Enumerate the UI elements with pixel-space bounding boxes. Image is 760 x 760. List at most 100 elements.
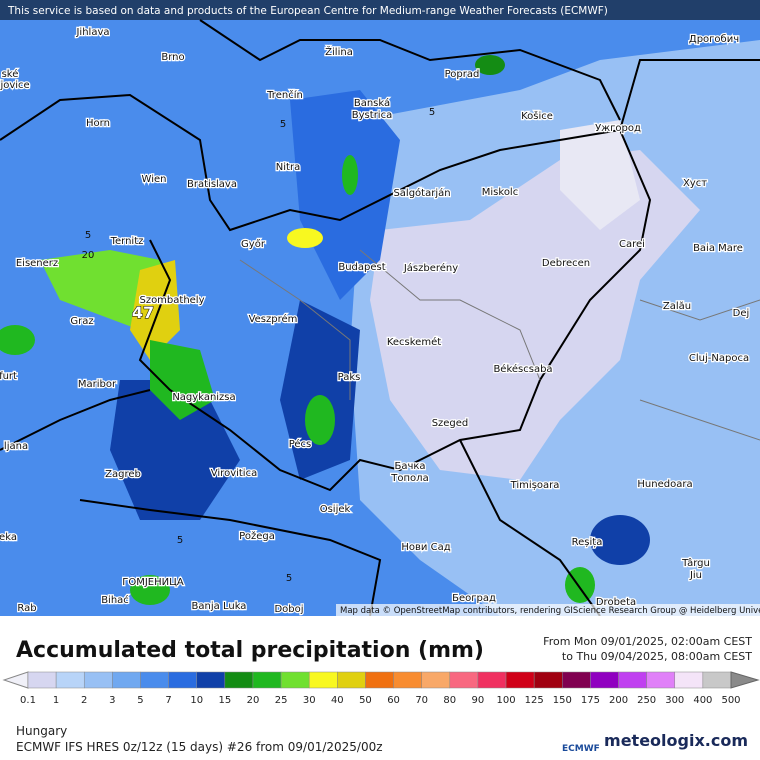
precip-yellow — [287, 228, 323, 248]
legend-label: 200 — [609, 695, 628, 706]
city-label: Jihlava — [75, 27, 109, 38]
regional-borders — [239, 249, 760, 441]
legend-swatch — [562, 671, 591, 689]
city-label: Doboj — [274, 604, 303, 615]
city-label: Horn — [86, 118, 110, 129]
contour-label: 5 — [280, 119, 286, 130]
city-label: ljana — [4, 441, 28, 452]
city-label: Hunedoara — [637, 479, 692, 490]
legend-label: 30 — [303, 695, 316, 706]
legend-swatch — [280, 671, 310, 689]
contour-label: 5 — [85, 230, 91, 241]
precip-dark — [590, 515, 650, 565]
city-label: Szeged — [432, 418, 469, 429]
legend-swatch — [252, 671, 282, 689]
precip-dark — [280, 300, 360, 480]
city-label: Veszprém — [249, 313, 298, 325]
legend-label: 70 — [415, 695, 428, 706]
city-label: Győr — [241, 238, 266, 250]
city-label: Békéscsaba — [493, 363, 552, 375]
contour-label: 5 — [429, 107, 435, 118]
city-label: Reșița — [572, 537, 603, 548]
legend-swatch — [196, 671, 226, 689]
legend-label: 7 — [165, 695, 171, 706]
city-label: Szombathely — [139, 295, 204, 306]
city-label: Zalău — [663, 301, 691, 312]
legend-swatch — [140, 671, 169, 689]
city-label: Maribor — [78, 379, 117, 390]
city-label: Jászberény — [403, 262, 458, 274]
city-label: Хуст — [683, 178, 707, 189]
city-label: eka — [0, 532, 17, 543]
city-label: Virovitica — [211, 468, 257, 479]
city-label: Rab — [17, 603, 36, 614]
city-label: ГОМЈЕНИЦА — [122, 577, 184, 588]
precip-mid — [290, 90, 400, 300]
legend: 0.1 1 2 3 5 7 10 15 20 25 30 40 50 60 70 80 90 100 125 150 1… — [2, 671, 760, 706]
legend-swatch — [674, 671, 704, 689]
city-label: Poprad — [445, 69, 480, 80]
city-labels: Jihlava Brno Žilina Poprad Дрогобич skéějovic… — [0, 26, 751, 616]
legend-label: 15 — [218, 695, 231, 706]
city-label: Топола — [390, 473, 428, 484]
city-label: Дрогобич — [689, 34, 739, 45]
legend-swatch — [449, 671, 479, 689]
legend-label: 500 — [721, 695, 740, 706]
legend-label: 20 — [247, 695, 260, 706]
legend-swatch — [505, 671, 535, 689]
legend-label: 40 — [331, 695, 344, 706]
city-label: Ternitz — [110, 236, 144, 247]
precip-lightest — [370, 150, 700, 480]
legend-label: 80 — [443, 695, 456, 706]
legend-label: 175 — [581, 695, 600, 706]
legend-swatch — [168, 671, 197, 689]
precip-green — [305, 395, 335, 445]
city-label: Bihać — [101, 594, 129, 606]
contour-label: 5 — [286, 573, 292, 584]
notice: This service is based on data and produc… — [7, 5, 608, 17]
legend-label: 100 — [496, 695, 515, 706]
meteologix-logo: meteologix.com — [604, 731, 748, 750]
city-label: Carei — [619, 239, 645, 250]
model-info: ECMWF IFS HRES 0z/12z (15 days) #26 from… — [16, 740, 383, 754]
legend-label: 2 — [81, 695, 87, 706]
legend-label: 10 — [190, 695, 203, 706]
legend-swatch — [337, 671, 366, 689]
precip-green — [342, 155, 358, 195]
legend-swatch — [590, 671, 619, 689]
city-label: Wien — [142, 174, 167, 185]
city-label: Salgótarján — [393, 187, 450, 199]
legend-arrow — [2, 671, 29, 689]
max-value-label: 47 — [132, 303, 154, 322]
city-label: Košice — [521, 110, 553, 122]
city-label: Pécs — [289, 438, 312, 450]
contour-labels: 5 20 47 5 5 5 5 — [82, 107, 436, 584]
city-label: Ужгород — [595, 123, 641, 134]
city-label: Bystrica — [352, 110, 392, 121]
city-label: Cluj-Napoca — [689, 353, 749, 364]
legend-arrow — [730, 671, 760, 689]
city-label: Trenčín — [266, 89, 303, 101]
legend-swatch — [112, 671, 141, 689]
legend-swatch — [618, 671, 647, 689]
notice-bar — [0, 0, 760, 20]
contour-label: 5 — [177, 535, 183, 546]
city-label: Žilina — [325, 45, 353, 58]
contour-label: 20 — [82, 250, 95, 261]
city-label: Baia Mare — [693, 243, 743, 254]
legend-label: 5 — [137, 695, 143, 706]
legend-swatch — [702, 671, 732, 689]
precip-dry — [560, 120, 640, 230]
attribution: Map data © OpenStreetMap contributors, r… — [340, 606, 760, 616]
legend-label: 50 — [359, 695, 372, 706]
legend-swatch — [224, 671, 254, 689]
city-label: Zagreb — [105, 469, 141, 480]
city-label: Debrecen — [542, 258, 590, 269]
title: Accumulated total precipitation (mm) — [16, 638, 484, 663]
precip-green — [150, 340, 215, 420]
city-label: Požega — [239, 530, 275, 542]
city-label: Nitra — [276, 162, 300, 173]
precip-green — [475, 55, 505, 75]
legend-label: 60 — [387, 695, 400, 706]
city-label: Београд — [452, 593, 496, 604]
